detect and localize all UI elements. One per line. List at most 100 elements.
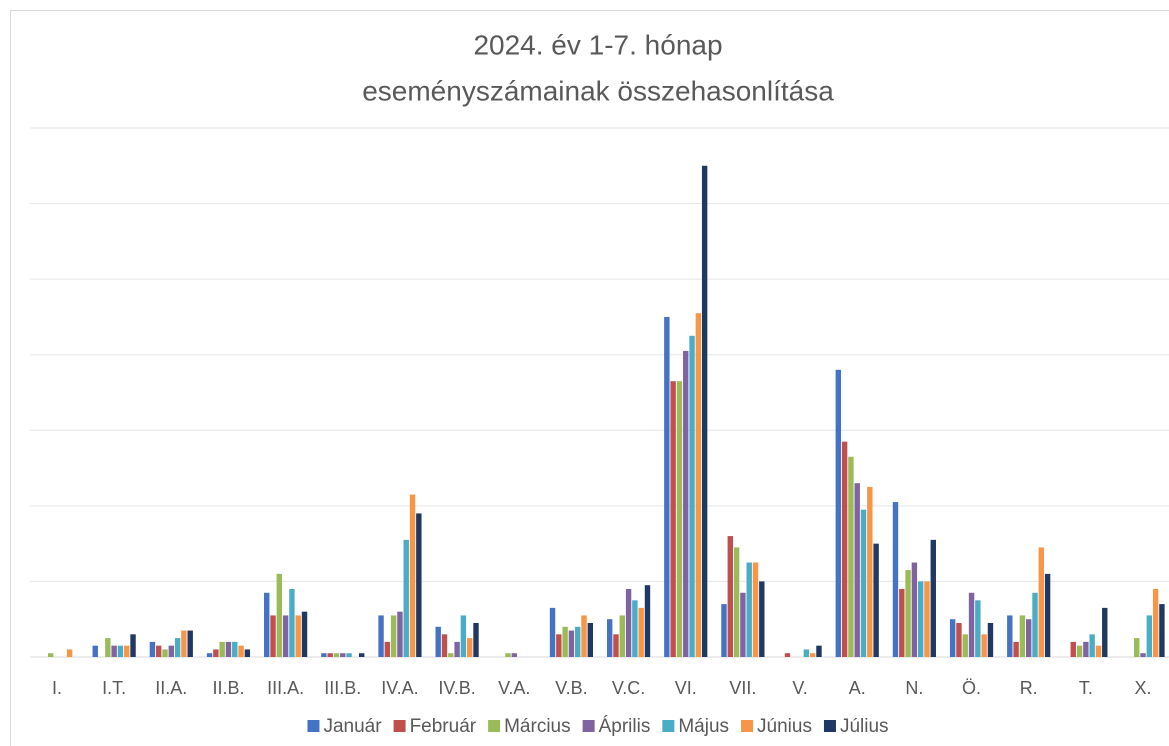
x-tick-label: R. xyxy=(1020,678,1038,698)
bar xyxy=(873,543,879,657)
bar xyxy=(809,653,816,657)
x-tick-label: V.A. xyxy=(498,678,530,698)
bar xyxy=(270,615,276,657)
bar xyxy=(759,581,765,657)
bar xyxy=(746,562,752,657)
legend-label: Április xyxy=(599,716,651,737)
bar xyxy=(384,641,391,657)
bar xyxy=(575,626,581,657)
bar xyxy=(1013,641,1019,657)
bar xyxy=(962,634,968,657)
bar xyxy=(130,634,136,657)
bar xyxy=(174,638,181,657)
bar xyxy=(1026,619,1032,657)
bar xyxy=(701,165,708,658)
x-tick-label: V.C. xyxy=(612,678,645,698)
bar xyxy=(213,649,219,657)
bar xyxy=(556,634,562,657)
bar xyxy=(689,335,695,657)
legend-swatch xyxy=(582,720,595,732)
legend-label: Március xyxy=(504,716,571,737)
bar xyxy=(225,641,232,657)
bar xyxy=(1146,615,1153,657)
x-tick-label: VII. xyxy=(729,678,756,698)
bar xyxy=(968,592,975,657)
bar xyxy=(358,653,365,657)
chart-title: eseményszámainak összehasonlítása xyxy=(362,75,834,106)
bar xyxy=(276,573,283,657)
bar xyxy=(111,645,117,657)
bar xyxy=(333,653,340,657)
bar xyxy=(47,653,54,657)
bar xyxy=(987,622,994,657)
bar xyxy=(1044,573,1051,657)
bar xyxy=(899,588,905,657)
bar xyxy=(473,622,479,657)
bar xyxy=(168,645,174,657)
legend-label: Május xyxy=(678,716,729,737)
bar xyxy=(549,607,556,657)
bar xyxy=(905,570,911,657)
x-tick-label: IV.A. xyxy=(381,678,418,698)
bar xyxy=(1095,645,1102,657)
x-tick-label: III.A. xyxy=(267,678,304,698)
bar xyxy=(695,313,702,657)
bar xyxy=(403,539,409,657)
bar xyxy=(282,615,289,657)
legend-swatch xyxy=(741,720,754,732)
bar xyxy=(238,645,244,657)
bar xyxy=(568,630,575,657)
x-tick-label: I.T. xyxy=(102,678,126,698)
bar xyxy=(1019,615,1026,657)
bar xyxy=(511,653,517,657)
bar xyxy=(619,615,625,657)
bar xyxy=(625,588,632,657)
bar xyxy=(733,547,740,657)
legend-label: Június xyxy=(757,716,812,737)
bar xyxy=(956,622,962,657)
bar xyxy=(911,562,918,657)
chart-title: 2024. év 1-7. hónap xyxy=(473,29,722,60)
x-tick-label: V.B. xyxy=(555,678,587,698)
bar xyxy=(244,649,251,657)
bar xyxy=(670,381,676,657)
bar xyxy=(1038,547,1044,657)
bar xyxy=(66,649,73,657)
bar xyxy=(505,653,511,657)
bar xyxy=(1134,638,1140,657)
bar xyxy=(454,641,460,657)
bar xyxy=(848,456,854,657)
bar xyxy=(867,486,873,657)
bar xyxy=(740,592,746,657)
bar xyxy=(854,483,860,657)
bar xyxy=(606,619,613,657)
bar xyxy=(346,653,352,657)
bar xyxy=(784,653,791,657)
bar xyxy=(892,502,899,657)
legend-label: Január xyxy=(323,716,382,737)
bar xyxy=(803,649,810,657)
bar xyxy=(1007,615,1013,657)
bar xyxy=(721,604,727,657)
bar xyxy=(835,369,842,657)
bar xyxy=(92,645,98,657)
bar xyxy=(676,381,683,657)
bar xyxy=(917,581,924,657)
bar xyxy=(727,536,733,657)
bar xyxy=(441,634,448,657)
bar xyxy=(162,649,168,657)
x-tick-label: T. xyxy=(1079,678,1093,698)
bar xyxy=(448,653,454,657)
bar xyxy=(105,638,111,657)
x-tick-label: V. xyxy=(792,678,807,698)
bar xyxy=(613,634,619,657)
bar xyxy=(1076,645,1083,657)
bar xyxy=(321,653,327,657)
bar xyxy=(187,630,193,657)
bar xyxy=(1102,607,1108,657)
bar xyxy=(149,641,156,657)
bar xyxy=(1032,592,1038,657)
bar xyxy=(301,611,308,657)
bar xyxy=(409,494,416,657)
